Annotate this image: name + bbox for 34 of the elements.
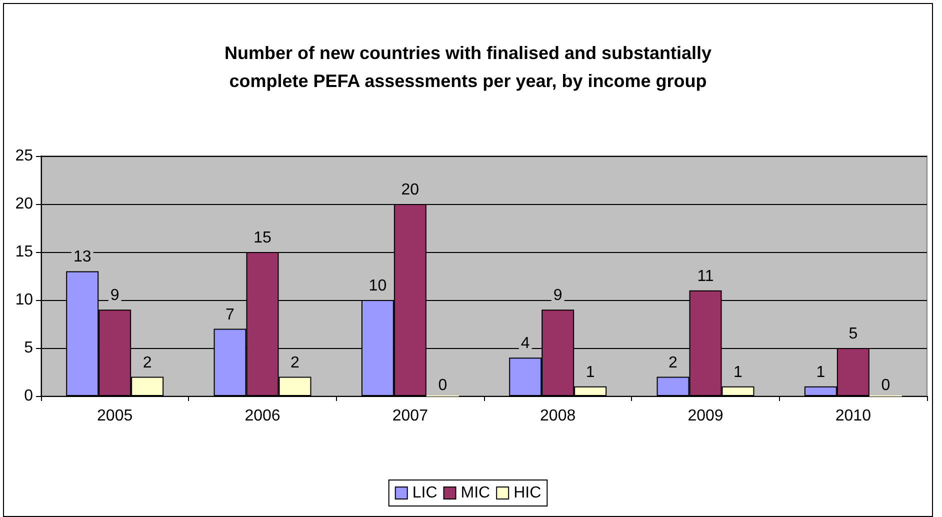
x-tick-label: 2006: [244, 408, 280, 424]
y-tick-label: 0: [24, 388, 34, 404]
data-label: 0: [881, 377, 890, 394]
data-label: 4: [520, 335, 530, 352]
data-label: 1: [586, 364, 595, 381]
data-label: 2: [668, 354, 678, 372]
x-tick-label: 2010: [835, 408, 872, 424]
data-label: 1: [734, 364, 743, 381]
y-tick-label: 20: [15, 196, 34, 212]
data-label: 9: [110, 287, 120, 304]
data-label: 11: [697, 268, 714, 285]
x-tick-label: 2009: [688, 408, 724, 424]
y-tick-label: 15: [15, 244, 34, 260]
legend-label: LIC: [412, 484, 438, 502]
chart-title: Number of new countries with finalised and substantially complete PEFA assessments per year, by income group: [224, 43, 712, 91]
data-label: 7: [226, 306, 235, 324]
x-tick-label: 2005: [97, 408, 133, 424]
data-label: 15: [254, 230, 272, 246]
data-label: 2: [142, 354, 152, 372]
y-tick-label: 25: [15, 148, 34, 164]
data-label: 9: [553, 287, 562, 304]
x-tick-label: 2007: [392, 408, 428, 424]
data-label: 1: [816, 364, 826, 381]
y-tick-label: 10: [15, 292, 34, 308]
data-label: 5: [848, 326, 858, 342]
data-label: 13: [73, 248, 92, 266]
data-label: 10: [368, 278, 387, 294]
data-label: 20: [401, 182, 420, 198]
legend-label: MIC: [460, 484, 490, 502]
y-tick-label: 5: [24, 340, 34, 356]
data-label: 2: [290, 354, 300, 372]
x-tick-label: 2008: [540, 408, 576, 424]
data-label: 0: [438, 377, 448, 394]
legend-label: HIC: [514, 484, 542, 502]
